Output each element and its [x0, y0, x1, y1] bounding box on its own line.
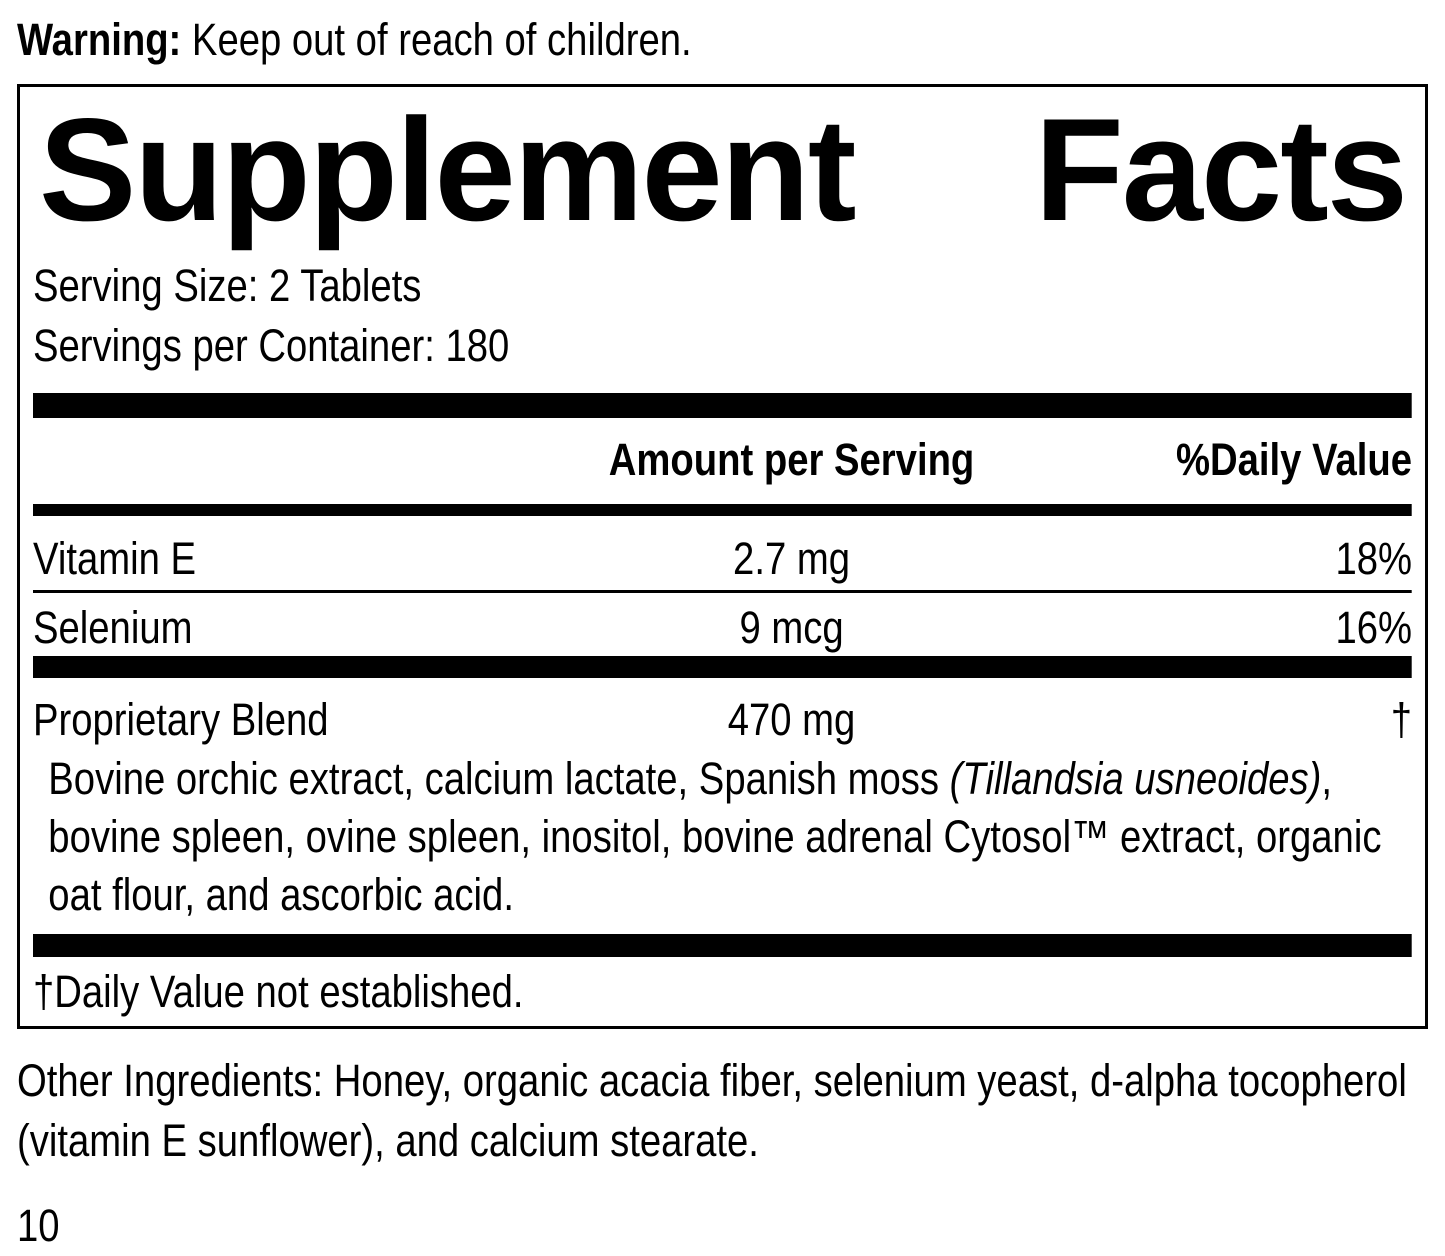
serving-size: Serving Size: 2 Tablets	[33, 259, 422, 311]
column-header-amount: Amount per Serving	[608, 433, 975, 485]
warning-line: Warning: Keep out of reach of children.	[17, 15, 1428, 65]
warning-label: Warning:	[17, 14, 182, 65]
blend-description-prefix: Bovine orchic extract, calcium lactate, …	[48, 752, 950, 804]
panel-body: Serving Size: 2 Tablets Servings per Con…	[33, 256, 1413, 1018]
supplement-facts-panel: Supplement Facts Serving Size: 2 Tablets…	[17, 84, 1428, 1029]
page-number: 10	[17, 1199, 60, 1251]
column-header-row: Amount per Serving %Daily Value	[33, 432, 1412, 488]
thick-divider-header	[33, 503, 1413, 516]
serving-info: Serving Size: 2 Tablets Servings per Con…	[33, 256, 1412, 376]
blend-description: Bovine orchic extract, calcium lactate, …	[33, 750, 1412, 924]
column-header-daily-value: %Daily Value	[1176, 433, 1413, 485]
nutrient-name: Selenium	[33, 601, 193, 653]
blend-name: Proprietary Blend	[33, 693, 329, 745]
nutrient-amount: 2.7 mg	[733, 532, 850, 584]
daily-value-footnote: †Daily Value not established.	[33, 965, 524, 1017]
nutrient-row-selenium: Selenium 9 mcg 16%	[33, 593, 1412, 656]
blend-description-suffix: , bovine spleen, ovine spleen, inositol,…	[48, 752, 1382, 920]
thick-divider-top	[33, 392, 1413, 418]
nutrient-amount: 9 mcg	[739, 601, 844, 653]
nutrient-daily-value: 16%	[1335, 601, 1413, 653]
other-ingredients: Other Ingredients: Honey, organic acacia…	[17, 1054, 1407, 1166]
warning-text: Keep out of reach of children.	[181, 14, 692, 65]
nutrient-daily-value: 18%	[1335, 532, 1413, 584]
thick-divider-bottom	[33, 933, 1413, 957]
nutrient-name: Vitamin E	[33, 532, 197, 584]
servings-per-container: Servings per Container: 180	[33, 319, 510, 371]
panel-title-word-facts: Facts	[1034, 88, 1408, 251]
panel-title: Supplement Facts	[33, 88, 1412, 251]
proprietary-blend-row: Proprietary Blend 470 mg †	[33, 678, 1412, 746]
thick-divider-nutrients	[33, 655, 1413, 678]
nutrient-row-vitamin-e: Vitamin E 2.7 mg 18%	[33, 516, 1413, 593]
blend-description-species: (Tillandsia usneoides)	[949, 752, 1322, 804]
blend-amount: 470 mg	[727, 693, 856, 745]
panel-title-word-supplement: Supplement	[39, 88, 857, 251]
blend-daily-value-dagger: †	[1390, 693, 1413, 745]
